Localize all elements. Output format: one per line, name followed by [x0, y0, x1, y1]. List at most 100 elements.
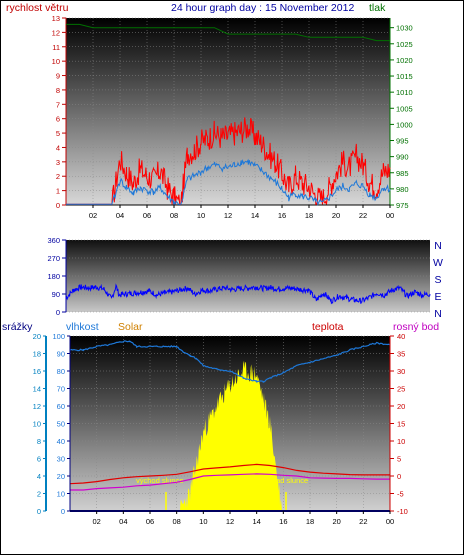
climate-x-tick-label: 18: [306, 517, 314, 526]
wind-x-tick-label: 18: [305, 211, 313, 220]
temperature-line: [69, 463, 390, 485]
temperature-label: teplota: [312, 321, 344, 333]
pressure-axis-tick-label: 1015: [396, 72, 413, 81]
dewpoint-label: rosný bod: [393, 321, 439, 333]
direction-axis-tick-label: 0: [56, 308, 60, 317]
sunrise-annotation: východ slunce: [136, 476, 184, 485]
wind-average-line: [66, 158, 391, 206]
sunset-annotation: západ slunce: [264, 476, 308, 485]
rain-axis-tick-label: 14: [33, 385, 41, 394]
solar-label: Solar: [118, 321, 143, 333]
compass-label: N: [434, 308, 442, 320]
wind-axis-tick-label: 12: [52, 28, 60, 37]
pressure-axis-tick-label: 975: [396, 201, 409, 210]
wind-x-tick-label: 20: [332, 211, 340, 220]
wind-axis-tick-label: 8: [56, 86, 60, 95]
humidity-axis-tick-label: 30: [57, 455, 65, 464]
wind-x-tick-label: 00: [386, 211, 394, 220]
pressure-axis-tick-label: 980: [396, 185, 409, 194]
wind-gust-line: [66, 117, 391, 205]
pressure-line: [66, 23, 390, 42]
humidity-axis-tick-label: 40: [57, 437, 65, 446]
rain-label: srážky: [2, 321, 33, 333]
temperature-axis-tick-label: 35: [397, 350, 405, 359]
wind-chart-axes: 0123456789101112139759809859909951000100…: [52, 14, 413, 220]
humidity-axis-tick-label: 50: [57, 420, 65, 429]
wind-direction-line: [65, 283, 431, 305]
pressure-label: tlak: [369, 2, 386, 14]
temperature-axis-tick-label: 10: [397, 437, 405, 446]
rain-axis-tick-label: 18: [33, 350, 41, 359]
rain-axis-tick-label: 12: [33, 402, 41, 411]
chart-title: 24 hour graph day : 15 November 2012: [171, 2, 354, 14]
wind-axis-tick-label: 11: [52, 43, 60, 52]
wind-x-tick-label: 06: [143, 211, 151, 220]
wind-axis-tick-label: 9: [56, 72, 60, 81]
wind-axis-tick-label: 6: [56, 115, 60, 124]
temperature-axis-tick-label: 5: [397, 455, 401, 464]
direction-axis-tick-label: 360: [47, 236, 60, 245]
direction-chart-series: [65, 283, 431, 305]
temperature-axis-tick-label: -5: [397, 490, 404, 499]
temperature-axis-tick-label: 15: [397, 420, 405, 429]
pressure-axis-tick-label: 1000: [396, 120, 413, 129]
climate-x-tick-label: 10: [199, 517, 207, 526]
wind-speed-label: rychlost větru: [6, 2, 69, 14]
wind-x-tick-label: 08: [170, 211, 178, 220]
dewpoint-line: [70, 473, 390, 491]
pressure-axis-tick-label: 1005: [396, 104, 413, 113]
rain-axis-tick-label: 6: [37, 455, 41, 464]
direction-axis-tick-label: 270: [47, 254, 60, 263]
wind-x-tick-label: 04: [116, 211, 124, 220]
pressure-axis-tick-label: 1010: [396, 88, 413, 97]
temperature-axis-tick-label: 0: [397, 472, 401, 481]
rain-axis-tick-label: 8: [37, 437, 41, 446]
rain-axis-tick-label: 16: [33, 367, 41, 376]
temperature-axis-tick-label: 25: [397, 385, 405, 394]
climate-x-tick-label: 08: [172, 517, 180, 526]
rain-axis-tick-label: 10: [33, 420, 41, 429]
temperature-axis-tick-label: 30: [397, 367, 405, 376]
wind-axis-tick-label: 0: [56, 201, 60, 210]
wind-x-tick-label: 12: [224, 211, 232, 220]
wind-axis-tick-label: 2: [56, 172, 60, 181]
wind-axis-tick-label: 4: [56, 143, 60, 152]
climate-x-tick-label: 04: [119, 517, 127, 526]
humidity-axis-tick-label: 100: [52, 332, 65, 341]
wind-axis-tick-label: 13: [52, 14, 60, 23]
humidity-axis-tick-label: 20: [57, 472, 65, 481]
compass-label: E: [434, 291, 441, 303]
wind-axis-tick-label: 10: [52, 57, 60, 66]
wind-x-tick-label: 16: [278, 211, 286, 220]
climate-x-tick-label: 00: [386, 517, 394, 526]
humidity-line: [69, 340, 391, 384]
wind-chart-series: [66, 23, 391, 206]
humidity-axis-tick-label: 90: [57, 350, 65, 359]
compass-label: W: [433, 257, 443, 269]
rain-axis-tick-label: 2: [37, 490, 41, 499]
wind-axis-tick-label: 1: [56, 187, 60, 196]
wind-x-tick-label: 22: [359, 211, 367, 220]
climate-x-tick-label: 12: [226, 517, 234, 526]
rain-axis-tick-label: 0: [37, 507, 41, 516]
compass-label: S: [434, 274, 441, 286]
climate-x-tick-label: 06: [146, 517, 154, 526]
direction-axis-tick-label: 90: [52, 290, 60, 299]
pressure-axis-tick-label: 995: [396, 137, 409, 146]
climate-x-tick-label: 02: [92, 517, 100, 526]
humidity-axis-tick-label: 10: [57, 490, 65, 499]
humidity-axis-tick-label: 70: [57, 385, 65, 394]
wind-x-tick-label: 02: [89, 211, 97, 220]
pressure-axis-tick-label: 990: [396, 153, 409, 162]
wind-axis-tick-label: 3: [56, 158, 60, 167]
pressure-axis-tick-label: 1030: [396, 24, 413, 33]
wind-x-tick-label: 14: [251, 211, 259, 220]
humidity-axis-tick-label: 0: [61, 507, 65, 516]
temperature-axis-tick-label: 40: [397, 332, 405, 341]
climate-x-tick-label: 16: [279, 517, 287, 526]
pressure-axis-tick-label: 1020: [396, 56, 413, 65]
wind-axis-tick-label: 5: [56, 129, 60, 138]
wind-x-tick-label: 10: [197, 211, 205, 220]
